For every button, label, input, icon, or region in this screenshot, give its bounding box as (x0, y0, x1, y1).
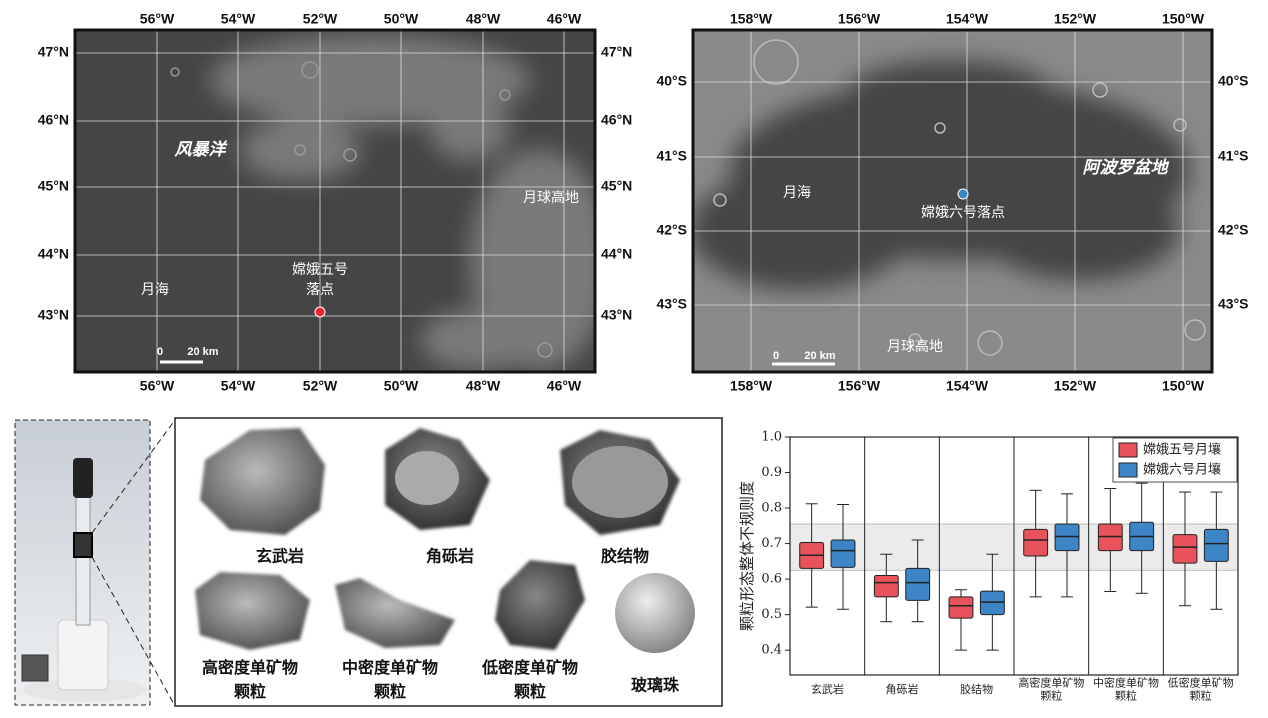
legend-label: 嫦娥六号月壤 (1143, 462, 1221, 478)
lon-label: 152°W (1054, 378, 1097, 394)
legend-label: 嫦娥五号月壤 (1143, 442, 1221, 458)
x-tick-label: 胶结物 (960, 682, 993, 696)
scale-label: 0 (157, 346, 163, 358)
box (1054, 523, 1080, 552)
lon-label: 46°W (547, 378, 582, 394)
region-label: 风暴洋 (175, 140, 229, 160)
region-label: 月海 (141, 282, 169, 298)
lon-label: 52°W (303, 11, 338, 27)
map-right-frame (691, 28, 1214, 374)
box (1023, 528, 1049, 557)
lat-label: 40°S (1218, 73, 1249, 89)
lon-label: 158°W (730, 378, 773, 394)
box (948, 596, 974, 619)
legend-swatch (1118, 442, 1138, 458)
sample-tube-photo (21, 419, 176, 707)
scale-label: 20 km (804, 350, 835, 362)
y-tick-label: 0.9 (761, 465, 782, 480)
y-axis-label: 颗粒形态整体不规则度 (738, 481, 756, 631)
lat-label: 43°N (601, 307, 632, 323)
lat-label: 41°S (656, 148, 687, 164)
site-label: 嫦娥六号落点 (921, 205, 1005, 221)
box (1097, 523, 1123, 552)
lon-label: 150°W (1162, 378, 1205, 394)
plot-frame (789, 436, 1239, 676)
lat-label: 42°S (1218, 222, 1249, 238)
region-label: 阿波罗盆地 (1083, 158, 1170, 178)
lon-label: 56°W (140, 11, 175, 27)
lat-label: 45°N (38, 178, 69, 194)
lat-label: 46°N (38, 112, 69, 128)
lon-label: 54°W (221, 378, 256, 394)
x-tick-label: 高密度单矿物颗粒 (1018, 676, 1084, 703)
x-tick-label: 低密度单矿物颗粒 (1168, 676, 1234, 703)
lat-label: 46°N (601, 112, 632, 128)
map-left-frame (73, 28, 597, 374)
y-tick-label: 0.6 (761, 572, 782, 587)
lat-label: 42°S (656, 222, 687, 238)
lat-label: 43°S (1218, 296, 1249, 312)
lon-label: 158°W (730, 11, 773, 27)
ce6-site-marker (957, 188, 969, 200)
box (905, 567, 931, 601)
region-label: 月海 (783, 185, 811, 201)
lon-label: 56°W (140, 378, 175, 394)
scale-label: 0 (773, 350, 779, 362)
x-tick-label: 角砾岩 (886, 682, 919, 696)
box (1203, 528, 1229, 562)
lat-label: 43°N (38, 307, 69, 323)
y-tick-label: 1.0 (761, 430, 782, 445)
map-right-grid (693, 30, 1212, 372)
lat-label: 44°N (601, 246, 632, 262)
lon-label: 50°W (384, 11, 419, 27)
lat-label: 43°S (656, 296, 687, 312)
region-label: 月球高地 (523, 189, 579, 206)
particle-renders (195, 428, 695, 653)
particle-label: 玻璃珠 (631, 676, 680, 695)
map-right-terrain (693, 30, 1212, 372)
lon-label: 48°W (466, 11, 501, 27)
scale-label: 20 km (187, 346, 218, 358)
site-label: 嫦娥五号落点 (292, 262, 348, 298)
x-tick-label: 玄武岩 (811, 682, 844, 696)
ce5-site-marker (314, 306, 326, 318)
box (873, 575, 899, 598)
lat-label: 45°N (601, 178, 632, 194)
lon-label: 152°W (1054, 11, 1097, 27)
particle-label: 高密度单矿物颗粒 (202, 658, 298, 701)
lat-label: 47°N (601, 44, 632, 60)
lat-label: 41°S (1218, 148, 1249, 164)
lon-label: 156°W (838, 378, 881, 394)
y-tick-label: 0.7 (761, 536, 782, 551)
lon-label: 48°W (466, 378, 501, 394)
particle-label: 玄武岩 (256, 547, 304, 566)
box (830, 539, 856, 568)
lon-label: 54°W (221, 11, 256, 27)
lon-label: 154°W (946, 11, 989, 27)
lat-label: 40°S (656, 73, 687, 89)
map-left-grid (75, 30, 595, 372)
lon-label: 154°W (946, 378, 989, 394)
y-tick-label: 0.4 (761, 643, 782, 658)
lon-label: 46°W (547, 11, 582, 27)
region-label: 月球高地 (887, 338, 943, 355)
particle-label: 中密度单矿物颗粒 (342, 658, 438, 701)
lon-label: 156°W (838, 11, 881, 27)
y-tick-label: 0.5 (761, 607, 782, 622)
map-left-terrain (75, 30, 595, 372)
particle-label: 角砾岩 (426, 547, 474, 566)
y-tick-label: 0.8 (761, 501, 782, 516)
box (1172, 534, 1198, 564)
lon-label: 50°W (384, 378, 419, 394)
x-tick-label: 中密度单矿物颗粒 (1093, 676, 1159, 703)
particle-label: 低密度单矿物颗粒 (481, 658, 578, 701)
lon-label: 52°W (303, 378, 338, 394)
lat-label: 47°N (38, 44, 69, 60)
lon-label: 150°W (1162, 11, 1205, 27)
legend-swatch (1118, 462, 1138, 478)
lat-label: 44°N (38, 246, 69, 262)
particle-label: 胶结物 (601, 547, 649, 566)
